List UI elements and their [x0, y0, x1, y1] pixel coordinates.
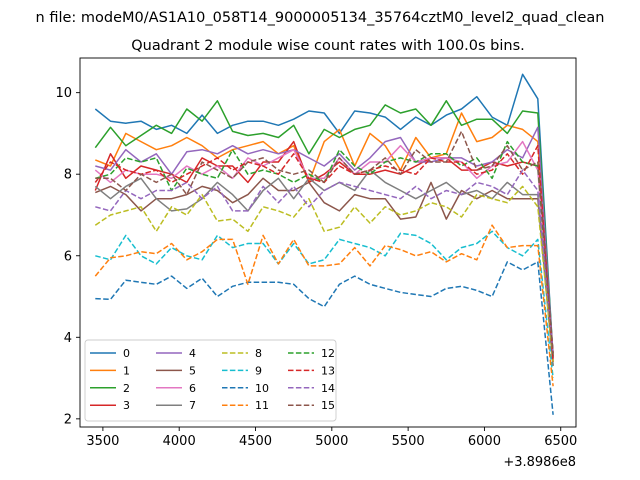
series-line-6: [94, 140, 554, 362]
x-tick-label: 4000: [163, 434, 196, 449]
series-line-15: [95, 130, 554, 354]
legend-label-2: 2: [123, 382, 130, 395]
y-tick-label: 8: [64, 168, 72, 183]
series-line-10: [95, 261, 554, 415]
series-line-8: [94, 185, 554, 362]
x-tick-label: 6500: [544, 434, 577, 449]
y-tick-label: 10: [55, 86, 72, 101]
y-tick-label: 4: [64, 331, 72, 346]
series-layer: [94, 73, 554, 415]
legend-label-10: 10: [255, 382, 269, 395]
series-line-7: [94, 169, 554, 366]
chart-title: Quadrant 2 module wise count rates with …: [131, 38, 525, 54]
series-line-2: [94, 100, 554, 358]
series-line-5: [95, 177, 554, 366]
y-tick-label: 6: [64, 249, 72, 264]
legend-label-9: 9: [255, 364, 262, 377]
legend-label-3: 3: [123, 399, 130, 412]
x-tick-label: 5500: [392, 434, 425, 449]
series-line-11: [94, 224, 554, 387]
axes-frame: [79, 57, 577, 428]
legend-label-13: 13: [321, 364, 335, 377]
legend-label-12: 12: [321, 347, 335, 360]
legend-label-5: 5: [189, 364, 196, 377]
series-line-14: [95, 169, 554, 354]
series-line-1: [95, 112, 554, 362]
x-tick-label: 3500: [86, 434, 119, 449]
x-tick-label: 6000: [468, 434, 501, 449]
legend-label-4: 4: [189, 347, 196, 360]
figure-suptitle: n file: modeM0/AS1A10_058T14_9000005134_…: [36, 10, 605, 26]
x-tick-label: 5000: [315, 434, 348, 449]
series-line-9: [95, 230, 554, 379]
series-line-0: [94, 73, 554, 358]
x-tick-label: 4500: [239, 434, 272, 449]
y-tick-label: 2: [64, 412, 72, 427]
legend-box: [84, 339, 337, 422]
legend-label-6: 6: [189, 382, 196, 395]
legend-label-0: 0: [123, 347, 130, 360]
legend-label-1: 1: [123, 364, 130, 377]
legend-label-11: 11: [255, 399, 269, 412]
legend-label-8: 8: [255, 347, 262, 360]
legend-label-14: 14: [321, 382, 335, 395]
x-offset-label: +3.8986e8: [503, 455, 576, 470]
legend-label-15: 15: [321, 399, 335, 412]
legend-label-7: 7: [189, 399, 196, 412]
